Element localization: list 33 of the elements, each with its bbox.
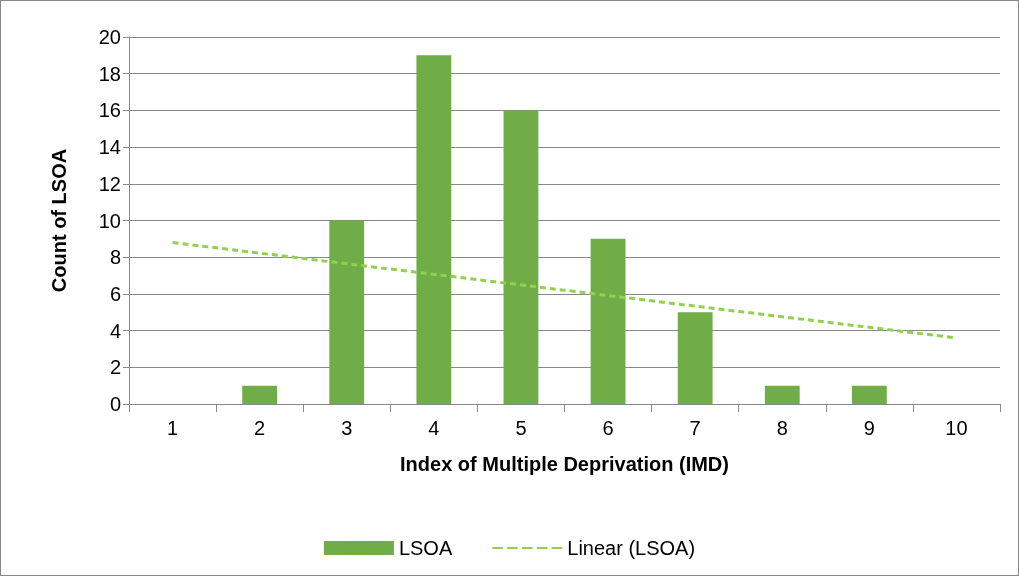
bar bbox=[677, 312, 713, 404]
y-tick-label: 10 bbox=[98, 209, 121, 232]
x-tick-label: 1 bbox=[166, 417, 179, 439]
y-tick-label: 12 bbox=[98, 172, 121, 195]
bar bbox=[503, 110, 539, 404]
y-tick-label: 4 bbox=[109, 319, 121, 342]
y-tick-label: 8 bbox=[109, 246, 121, 269]
x-tick-label: 2 bbox=[254, 417, 266, 439]
y-tick-label: 16 bbox=[98, 99, 121, 122]
bar bbox=[851, 385, 887, 404]
legend-label: Linear (LSOA) bbox=[567, 537, 696, 559]
x-tick-label: 7 bbox=[689, 417, 701, 439]
x-tick-label: 10 bbox=[945, 417, 968, 439]
x-tick-label: 6 bbox=[602, 417, 614, 439]
bar bbox=[764, 385, 800, 404]
x-tick-label: 5 bbox=[515, 417, 527, 439]
y-tick-label: 6 bbox=[109, 282, 121, 305]
bar bbox=[416, 55, 452, 404]
x-tick-label: 4 bbox=[428, 417, 440, 439]
y-tick-label: 20 bbox=[98, 26, 121, 48]
bar bbox=[242, 385, 278, 404]
y-tick-label: 0 bbox=[109, 393, 121, 415]
x-axis-title: Index of Multiple Deprivation (IMD) bbox=[400, 453, 729, 475]
y-tick-label: 14 bbox=[98, 136, 121, 159]
legend-label: LSOA bbox=[398, 537, 453, 559]
bar bbox=[329, 220, 365, 404]
y-axis-title: Count of LSOA bbox=[48, 148, 70, 293]
x-tick-label: 9 bbox=[863, 417, 875, 439]
y-tick-label: 2 bbox=[109, 356, 121, 379]
y-tick-label: 18 bbox=[98, 62, 121, 85]
bar bbox=[590, 238, 626, 404]
x-tick-label: 8 bbox=[776, 417, 788, 439]
x-tick-label: 3 bbox=[341, 417, 353, 439]
